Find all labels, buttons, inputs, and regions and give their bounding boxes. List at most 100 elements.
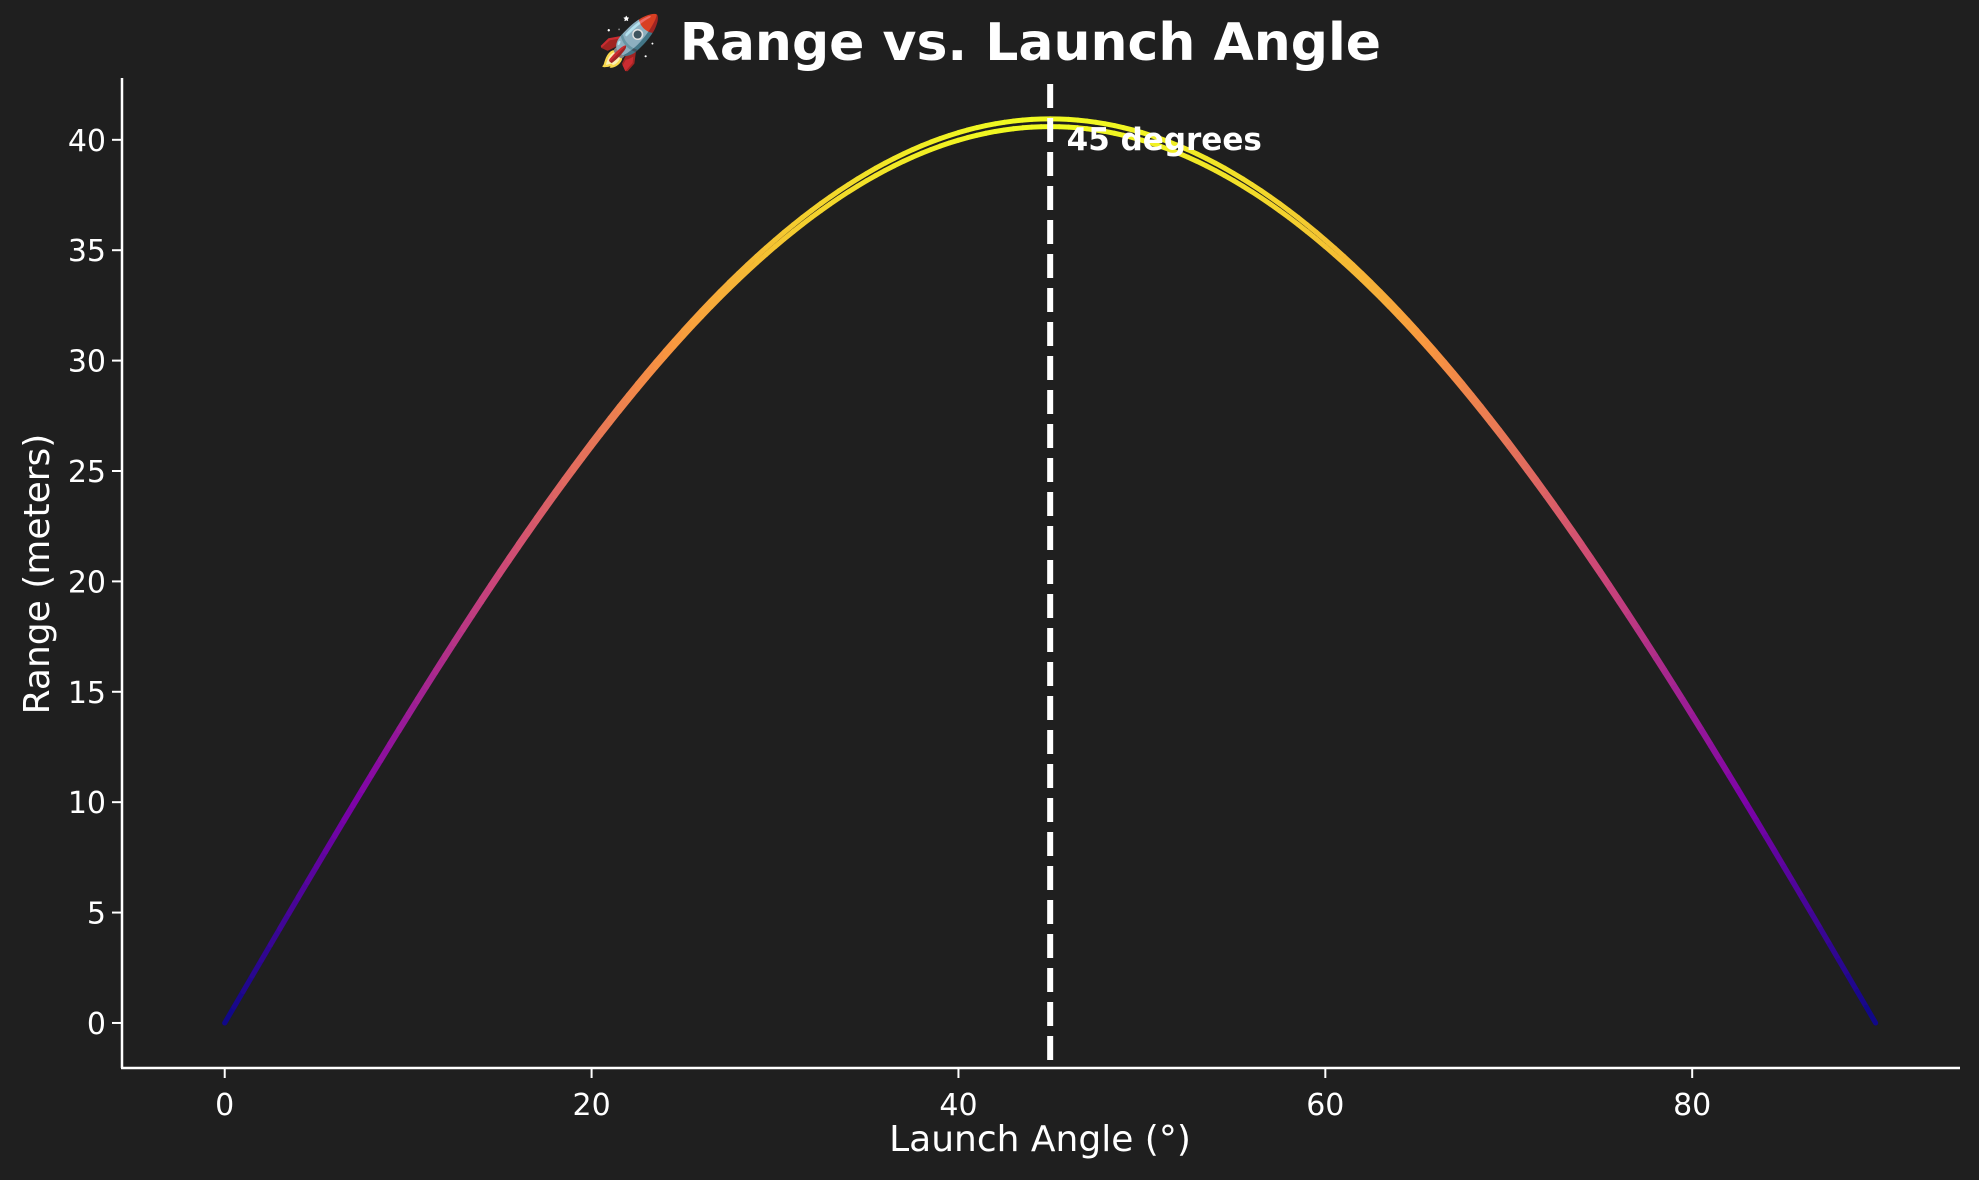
chart-title: 🚀 Range vs. Launch Angle: [597, 12, 1381, 73]
x-axis-label: Launch Angle (°): [889, 1119, 1191, 1160]
curve-segment: [1744, 803, 1759, 824]
curve-segment: [1708, 743, 1723, 764]
y-ticks: 0 5 10 15 20 25 30 35 40: [68, 124, 122, 1042]
y-tick-label: 30: [68, 345, 106, 380]
curve-segment: [1497, 432, 1512, 450]
curve-segment: [561, 463, 576, 482]
curve-segment: [1533, 476, 1548, 495]
curve-segment: [1717, 758, 1732, 779]
curve-segment: [1515, 451, 1530, 469]
curve-segment: [1662, 670, 1677, 690]
curve-segment: [1753, 818, 1769, 840]
curve-segment: [1497, 427, 1512, 445]
curve-segment: [222, 1004, 237, 1026]
curve-segment: [534, 506, 549, 525]
curve-segment: [1653, 655, 1668, 676]
curve-segment: [552, 481, 567, 499]
curve-segment: [1607, 585, 1622, 605]
curve-segment: [1763, 834, 1778, 855]
curve-segment: [1836, 957, 1851, 979]
curve-segment: [1818, 926, 1833, 948]
curve-segment: [570, 451, 585, 469]
series-2: [222, 124, 1879, 1026]
curve-segment: [1524, 468, 1539, 486]
curve-segment: [1588, 558, 1603, 578]
curve-segment: [1799, 895, 1814, 917]
y-tick-label: 25: [68, 455, 106, 490]
curve-segment: [277, 911, 292, 932]
curve-segment: [488, 572, 503, 591]
annotation-45-degrees: 45 degrees: [1067, 122, 1262, 158]
curve-segment: [1726, 773, 1741, 794]
curve-segment: [515, 532, 530, 551]
curve-segment: [1579, 545, 1594, 564]
curve-segment: [396, 713, 411, 734]
curve-segment: [332, 818, 347, 840]
y-axis-label: Range (meters): [17, 434, 58, 715]
curve-segment: [552, 476, 567, 495]
y-tick-label: 10: [68, 786, 106, 821]
curve-segment: [359, 773, 374, 794]
curve-segment: [295, 880, 310, 901]
curve-segment: [1524, 463, 1539, 482]
curve-segment: [1634, 627, 1649, 647]
curve-segment: [1506, 439, 1521, 457]
curve-segment: [1542, 493, 1558, 512]
curve-segment: [1772, 849, 1787, 870]
curve-segment: [368, 758, 384, 779]
curve-segment: [1506, 444, 1521, 462]
curve-segment: [268, 926, 283, 948]
curve-segment: [1561, 519, 1576, 538]
curve-segment: [258, 942, 274, 963]
x-ticks: 0 20 40 60 80: [215, 1068, 1711, 1123]
curve-segment: [1616, 599, 1631, 619]
curve-segment: [1552, 501, 1567, 520]
y-tick-label: 20: [68, 565, 106, 600]
curve-segment: [313, 849, 329, 870]
curve-segment: [387, 728, 402, 749]
curve-segment: [414, 684, 429, 705]
curve-segment: [1689, 713, 1704, 734]
curve-segment: [1781, 864, 1796, 886]
curve-segment: [405, 699, 420, 719]
curve-segment: [231, 989, 246, 1010]
curve-segment: [469, 599, 485, 619]
y-tick-label: 40: [68, 124, 106, 159]
y-tick-label: 35: [68, 234, 106, 269]
x-tick-label: 60: [1306, 1088, 1344, 1123]
curve-segment: [1671, 684, 1686, 705]
curve-segment: [534, 501, 549, 520]
curve-segment: [543, 489, 558, 507]
curve-segment: [589, 432, 604, 450]
y-tick-label: 0: [87, 1007, 106, 1042]
curve-segment: [378, 743, 393, 764]
y-tick-label: 15: [68, 676, 106, 711]
curve-segment: [1790, 880, 1805, 901]
curve-segment: [424, 670, 439, 690]
x-tick-label: 0: [215, 1088, 234, 1123]
curve-segment: [341, 803, 356, 824]
curve-segment: [249, 957, 264, 979]
curve-segment: [350, 788, 365, 809]
curve-segment: [1643, 641, 1658, 661]
curve-segment: [543, 493, 558, 512]
curve-segment: [240, 973, 255, 995]
curve-segment: [323, 834, 338, 855]
curve-segment: [497, 558, 512, 578]
curve-segment: [1827, 942, 1842, 963]
curve-segment: [1533, 481, 1548, 499]
curve-segment: [1680, 699, 1695, 719]
curve-segment: [579, 439, 595, 457]
curve-segment: [460, 613, 475, 633]
curve-segment: [589, 427, 604, 445]
curve-segment: [579, 444, 595, 462]
curve-segment: [1515, 456, 1530, 474]
curve-segment: [561, 468, 576, 486]
curve-segment: [570, 456, 585, 474]
curve-segment: [1735, 788, 1750, 809]
curve-segment: [442, 641, 457, 661]
x-tick-label: 20: [572, 1088, 610, 1123]
curve-segment: [1863, 1004, 1879, 1026]
curve-segment: [286, 895, 301, 917]
curve-segment: [1845, 973, 1860, 995]
